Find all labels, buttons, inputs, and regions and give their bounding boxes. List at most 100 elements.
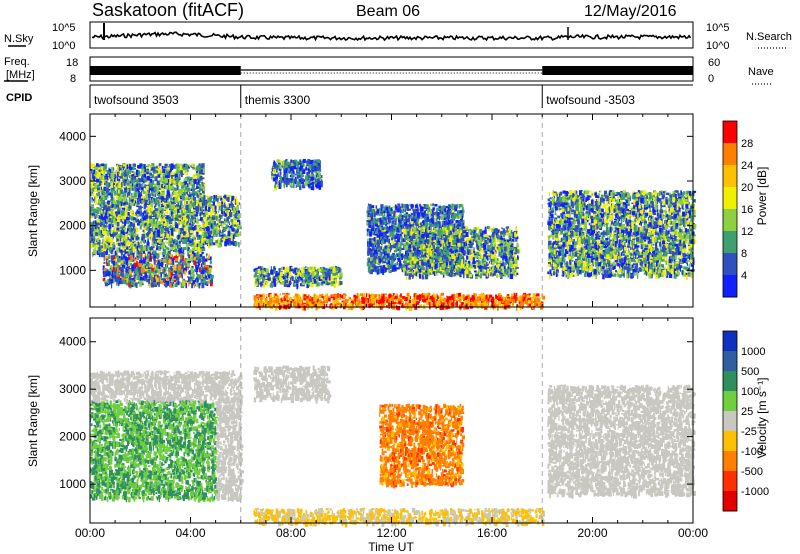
power-heatmap <box>90 114 696 311</box>
echo-cell <box>146 170 150 173</box>
echo-cell <box>189 194 192 197</box>
echo-cell <box>163 176 165 180</box>
echo-cell <box>156 166 158 168</box>
echo-cell <box>147 246 148 248</box>
freq-label-line2: [MHz] <box>6 69 35 81</box>
echo-cell <box>162 180 165 182</box>
echo-cell <box>126 187 127 190</box>
echo-cell <box>196 218 198 220</box>
echo-cell <box>186 195 188 197</box>
echo-cell <box>159 188 161 190</box>
echo-cell <box>90 188 91 191</box>
echo-cell <box>95 247 96 250</box>
echo-cell <box>140 223 142 226</box>
echo-cell <box>167 192 169 196</box>
echo-cell <box>115 235 118 237</box>
echo-cell <box>129 224 131 227</box>
freq-tick-low: 8 <box>70 73 76 85</box>
echo-cell <box>91 184 93 189</box>
echo-cell <box>162 168 165 173</box>
echo-cell <box>97 238 99 243</box>
echo-cell <box>92 197 93 200</box>
echo-cell <box>116 247 119 253</box>
echo-cell <box>158 169 161 172</box>
echo-cell <box>170 210 172 216</box>
echo-cell <box>187 170 189 172</box>
echo-cell <box>120 180 123 182</box>
echo-cell <box>134 214 136 216</box>
echo-cell <box>108 243 110 246</box>
echo-cell <box>94 217 96 219</box>
echo-cell <box>104 183 105 185</box>
freq-label-line1: Freq. <box>4 56 30 68</box>
echo-cell <box>184 212 186 216</box>
echo-cell <box>147 242 150 246</box>
echo-cell <box>121 173 125 176</box>
echo-cell <box>114 201 117 205</box>
cpid-segment-label: themis 3300 <box>245 93 311 107</box>
echo-cell <box>129 242 132 245</box>
echo-cell <box>149 219 151 224</box>
echo-cell <box>200 228 202 232</box>
echo-cell <box>202 252 204 254</box>
cpid-label: CPID <box>6 92 32 104</box>
echo-cell <box>195 180 197 182</box>
echo-cell <box>196 221 199 224</box>
echo-cell <box>146 167 149 169</box>
echo-cell <box>102 205 103 208</box>
echo-cell <box>121 170 124 173</box>
echo-cell <box>110 181 112 183</box>
echo-cell <box>151 236 153 241</box>
echo-cell <box>138 242 140 246</box>
echo-cell <box>173 241 175 244</box>
echo-cell <box>122 192 124 198</box>
echo-cell <box>188 239 189 242</box>
echo-cell <box>116 213 119 216</box>
echo-cell <box>170 225 172 230</box>
figure: Saskatoon (fitACF) Beam 06 12/May/2016 N… <box>0 0 800 554</box>
echo-cell <box>120 226 123 229</box>
echo-cell <box>95 214 97 217</box>
cpid-segment-label: twofsound 3503 <box>94 93 179 107</box>
echo-cell <box>133 220 135 223</box>
echo-cell <box>91 200 92 203</box>
echo-cell <box>123 228 126 230</box>
echo-cell <box>202 236 203 238</box>
nave-label: Nave <box>748 66 774 78</box>
echo-cell <box>196 182 198 185</box>
echo-cell <box>166 215 168 219</box>
date-title: 12/May/2016 <box>584 3 677 20</box>
echo-cell <box>96 245 99 248</box>
noise-tick-high-left: 10^5 <box>52 22 76 34</box>
echo-cell <box>158 194 160 197</box>
echo-cell <box>203 186 206 191</box>
echo-cell <box>174 230 176 232</box>
echo-cell <box>144 239 145 244</box>
echo-cell <box>128 217 129 220</box>
echo-cell <box>175 222 177 225</box>
echo-cell <box>198 241 200 244</box>
echo-cell <box>158 207 161 210</box>
station-title: Saskatoon (fitACF) <box>92 0 244 20</box>
echo-cell <box>99 169 101 172</box>
echo-cell <box>171 163 174 168</box>
echo-cell <box>111 195 113 200</box>
freq-band <box>542 66 693 75</box>
freq-tick-high: 18 <box>66 57 78 69</box>
echo-cell <box>137 215 139 217</box>
echo-cell <box>104 196 107 200</box>
echo-cell <box>134 242 137 244</box>
echo-cell <box>127 237 129 240</box>
echo-cell <box>158 250 161 252</box>
echo-cell <box>120 230 121 234</box>
echo-cell <box>165 185 167 189</box>
echo-cell <box>109 237 113 242</box>
echo-cell <box>127 165 129 170</box>
echo-cell <box>185 173 188 176</box>
echo-cell <box>164 228 165 231</box>
echo-cell <box>188 209 191 213</box>
echo-cell <box>181 213 182 216</box>
echo-cell <box>114 225 116 227</box>
echo-cell <box>166 228 169 231</box>
echo-cell <box>119 235 122 238</box>
